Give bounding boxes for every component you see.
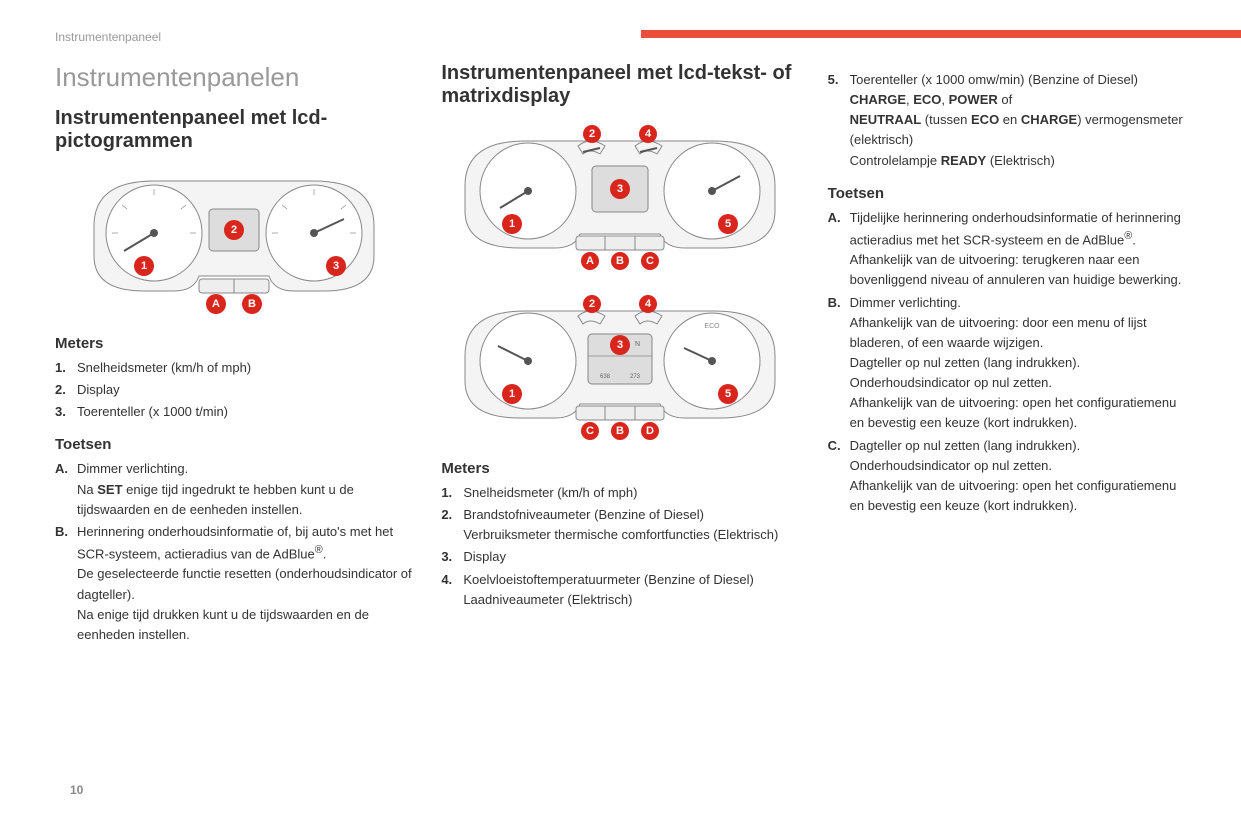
svg-text:1: 1 — [509, 388, 515, 400]
svg-text:C: C — [647, 255, 655, 267]
svg-text:B: B — [248, 298, 256, 310]
svg-text:A: A — [212, 298, 220, 310]
diagram-lcd-pictogrammen: 1 2 3 A B — [74, 161, 394, 321]
svg-text:C: C — [587, 425, 595, 437]
svg-text:1: 1 — [509, 218, 515, 230]
col1-buttons-list: A. Dimmer verlichting. Na SET enige tijd… — [55, 459, 413, 645]
column-1: Instrumentenpanelen Instrumentenpaneel m… — [55, 62, 413, 647]
column-3: 5. Toerenteller (x 1000 omw/min) (Benzin… — [828, 62, 1186, 647]
page-number: 10 — [70, 783, 83, 797]
svg-text:3: 3 — [333, 260, 339, 272]
content-columns: Instrumentenpanelen Instrumentenpaneel m… — [55, 62, 1186, 647]
accent-bar — [641, 30, 1241, 38]
svg-text:4: 4 — [645, 128, 652, 140]
svg-text:B: B — [617, 425, 625, 437]
svg-text:2: 2 — [589, 128, 595, 140]
col2-meters-list: 1.Snelheidsmeter (km/h of mph) 2.Brandst… — [441, 483, 799, 610]
svg-text:4: 4 — [645, 298, 652, 310]
svg-text:A: A — [587, 255, 595, 267]
col1-meters-list: 1.Snelheidsmeter (km/h of mph) 2.Display… — [55, 358, 413, 422]
svg-text:D: D — [647, 425, 655, 437]
svg-text:ECO: ECO — [705, 323, 721, 330]
svg-text:1: 1 — [141, 260, 147, 272]
svg-text:3: 3 — [617, 339, 623, 351]
col2-meters-heading: Meters — [441, 460, 799, 477]
diagram-matrix: ECO N 638 273 2 4 1 3 5 C B D — [450, 286, 790, 446]
col3-buttons-list: A. Tijdelijke herinnering onderhoudsinfo… — [828, 208, 1186, 516]
column-2: Instrumentenpaneel met lcd-tekst- of mat… — [441, 62, 799, 647]
col1-buttons-heading: Toetsen — [55, 436, 413, 453]
svg-text:2: 2 — [589, 298, 595, 310]
svg-text:638: 638 — [600, 374, 611, 380]
diagram-lcd-tekst: 2 4 1 3 5 A B C — [450, 116, 790, 276]
page-title: Instrumentenpanelen — [55, 62, 413, 93]
svg-text:2: 2 — [231, 224, 237, 236]
col3-meter5: 5. Toerenteller (x 1000 omw/min) (Benzin… — [828, 70, 1186, 171]
svg-text:N: N — [635, 341, 640, 348]
col1-meters-heading: Meters — [55, 335, 413, 352]
col1-subtitle: Instrumentenpaneel met lcd-pictogrammen — [55, 107, 413, 153]
col3-buttons-heading: Toetsen — [828, 185, 1186, 202]
col2-subtitle: Instrumentenpaneel met lcd-tekst- of mat… — [441, 62, 799, 108]
svg-text:B: B — [617, 255, 625, 267]
svg-text:5: 5 — [725, 218, 731, 230]
svg-text:273: 273 — [630, 374, 641, 380]
svg-text:5: 5 — [725, 388, 731, 400]
svg-text:3: 3 — [617, 183, 623, 195]
